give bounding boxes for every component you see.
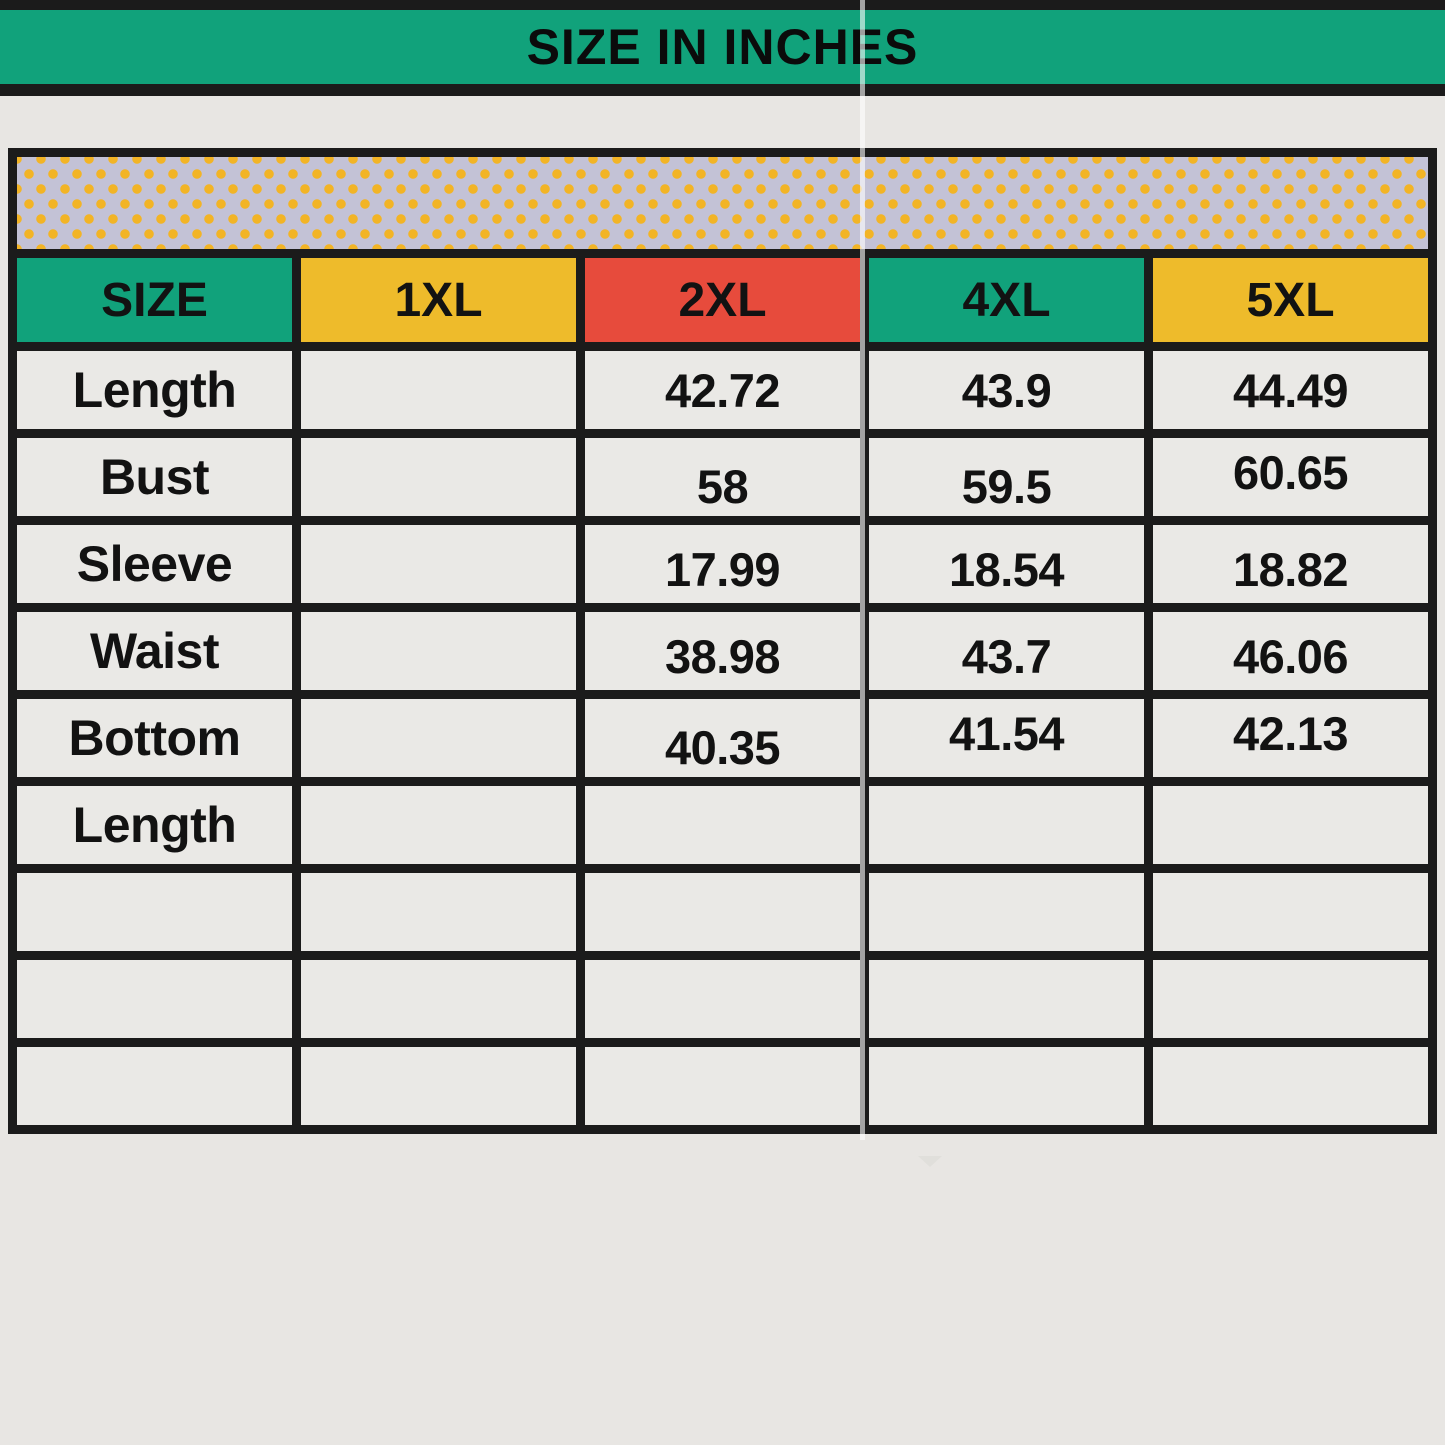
- row-label-waist: Waist: [17, 612, 292, 690]
- cell-waist-5xl: 46.06: [1153, 612, 1428, 690]
- top-border-bar: [0, 0, 1445, 10]
- row-label-empty-1: [17, 873, 292, 951]
- col-header-4xl: 4XL: [869, 258, 1144, 342]
- cell-sleeve-4xl: 18.54: [869, 525, 1144, 603]
- cell-sleeve-1xl: [301, 525, 576, 603]
- col-header-5xl: 5XL: [1153, 258, 1428, 342]
- cell-sleeve-5xl: 18.82: [1153, 525, 1428, 603]
- cell-length-1xl: [301, 351, 576, 429]
- size-chart-table: SIZE 1XL 2XL 4XL 5XL Length 42.72 43.9 4…: [8, 148, 1437, 1134]
- cell-length-2xl: 42.72: [585, 351, 860, 429]
- cell-bottom-2xl: 40.35: [585, 699, 860, 777]
- cell-length-4xl: 43.9: [869, 351, 1144, 429]
- title-banner: SIZE IN INCHES: [0, 10, 1445, 84]
- col-header-2xl: 2XL: [585, 258, 860, 342]
- cell-length2-5xl: [1153, 786, 1428, 864]
- cell-empty2-4xl: [869, 960, 1144, 1038]
- cell-empty2-5xl: [1153, 960, 1428, 1038]
- row-label-empty-3: [17, 1047, 292, 1125]
- faint-watermark: [918, 1156, 942, 1167]
- cell-waist-1xl: [301, 612, 576, 690]
- row-label-sleeve: Sleeve: [17, 525, 292, 603]
- cell-empty3-1xl: [301, 1047, 576, 1125]
- cell-bust-1xl: [301, 438, 576, 516]
- cell-bust-4xl: 59.5: [869, 438, 1144, 516]
- row-label-bottom: Bottom: [17, 699, 292, 777]
- cell-empty1-2xl: [585, 873, 860, 951]
- size-chart-grid: SIZE 1XL 2XL 4XL 5XL Length 42.72 43.9 4…: [8, 148, 1437, 1134]
- cell-waist-4xl: 43.7: [869, 612, 1144, 690]
- cell-length-5xl: 44.49: [1153, 351, 1428, 429]
- row-label-length2: Length: [17, 786, 292, 864]
- cell-empty3-4xl: [869, 1047, 1144, 1125]
- cell-empty1-5xl: [1153, 873, 1428, 951]
- cell-empty1-1xl: [301, 873, 576, 951]
- cell-length2-4xl: [869, 786, 1144, 864]
- row-label-length: Length: [17, 351, 292, 429]
- row-label-bust: Bust: [17, 438, 292, 516]
- cell-empty2-1xl: [301, 960, 576, 1038]
- cell-bust-2xl: 58: [585, 438, 860, 516]
- cell-bottom-4xl: 41.54: [869, 699, 1144, 777]
- cell-length2-2xl: [585, 786, 860, 864]
- col-header-1xl: 1XL: [301, 258, 576, 342]
- cell-empty3-5xl: [1153, 1047, 1428, 1125]
- dotted-pattern-band: [17, 157, 1428, 249]
- cell-sleeve-2xl: 17.99: [585, 525, 860, 603]
- page-title: SIZE IN INCHES: [526, 19, 919, 75]
- cell-waist-2xl: 38.98: [585, 612, 860, 690]
- cell-bottom-1xl: [301, 699, 576, 777]
- cell-bottom-5xl: 42.13: [1153, 699, 1428, 777]
- cell-empty3-2xl: [585, 1047, 860, 1125]
- row-label-empty-2: [17, 960, 292, 1038]
- banner-underline: [0, 84, 1445, 96]
- col-header-size: SIZE: [17, 258, 292, 342]
- cell-empty1-4xl: [869, 873, 1144, 951]
- cell-bust-5xl: 60.65: [1153, 438, 1428, 516]
- cell-empty2-2xl: [585, 960, 860, 1038]
- cell-length2-1xl: [301, 786, 576, 864]
